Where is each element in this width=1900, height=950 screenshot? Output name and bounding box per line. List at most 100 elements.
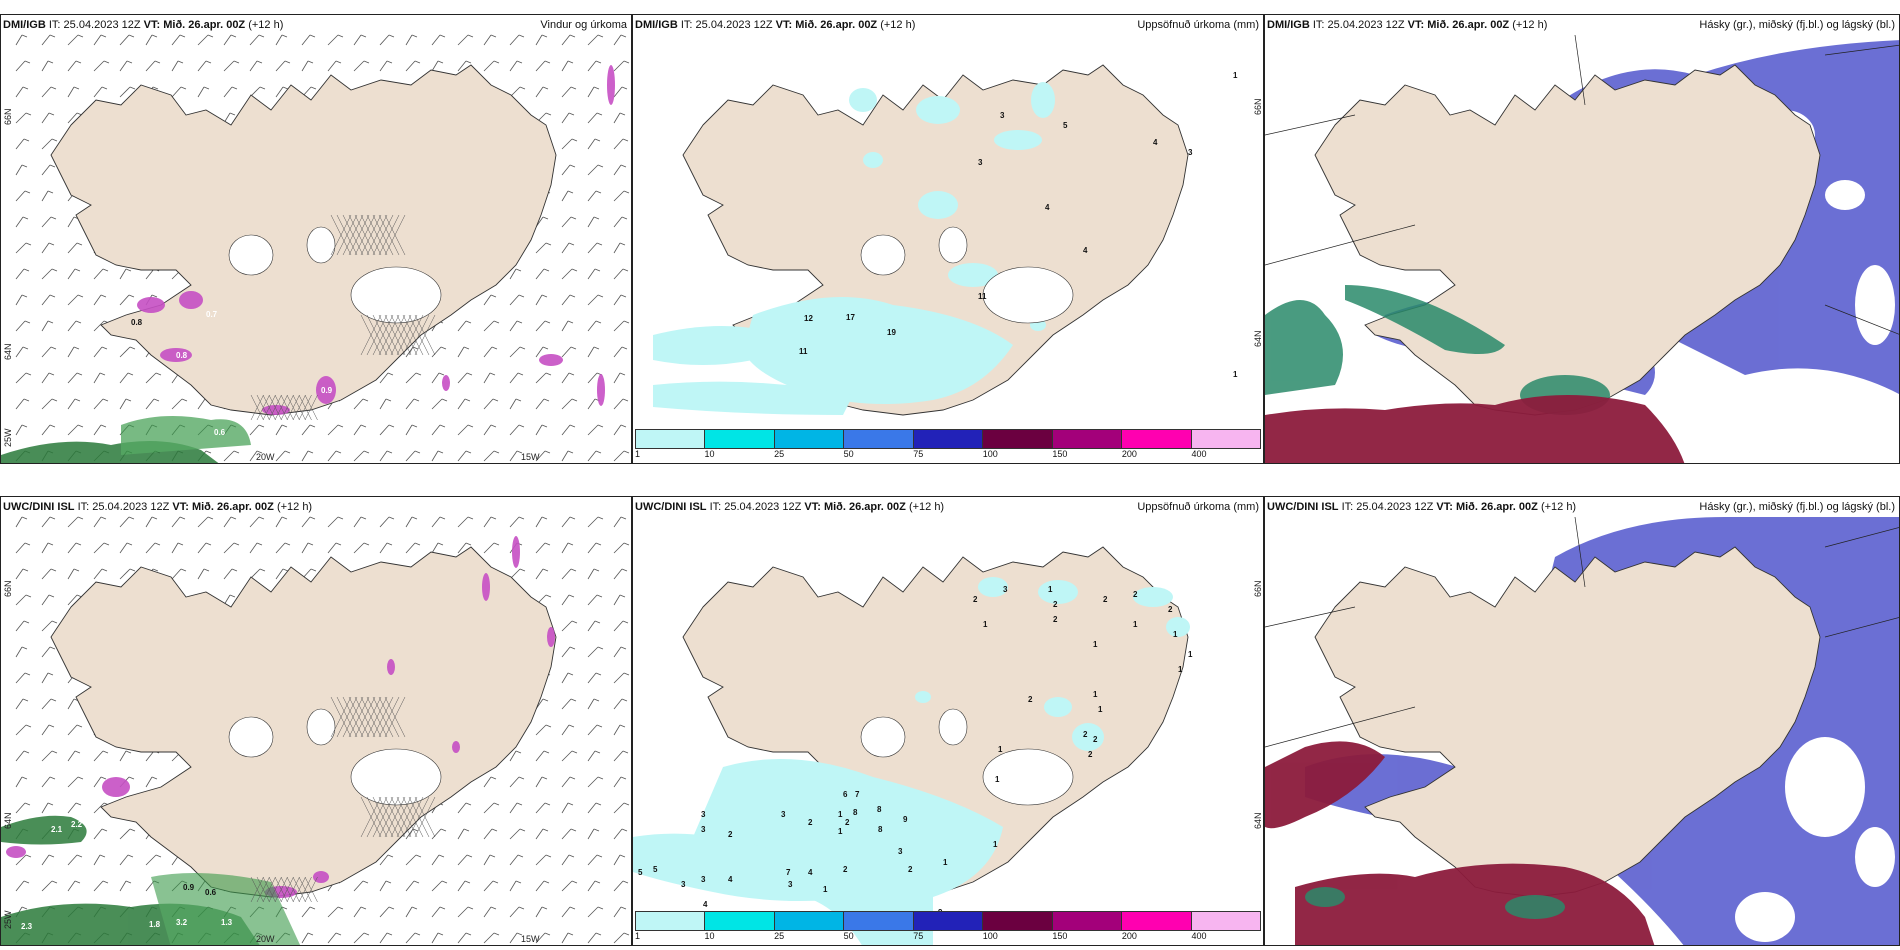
wind-barb <box>587 60 597 72</box>
wind-barb-flag <box>567 60 574 64</box>
glacier-whites <box>228 226 442 324</box>
wind-barb <box>223 86 233 98</box>
wind-barb <box>587 346 595 358</box>
wind-barb-flag <box>594 750 601 754</box>
hatch-line <box>354 214 376 256</box>
wind-barb-flag <box>229 594 236 598</box>
wind-barb <box>613 724 621 736</box>
wind-barb-flag <box>284 450 291 454</box>
colorbar: 1 10 25 50 75 100 150 200 400 <box>635 911 1261 945</box>
wind-barb <box>613 294 622 306</box>
wind-barb <box>587 242 598 254</box>
wind-barb-flag <box>597 164 604 168</box>
colorbar-swatch <box>774 430 845 448</box>
wind-barb <box>41 698 52 710</box>
wind-barb-flag <box>50 568 57 572</box>
wind-barb <box>197 86 205 98</box>
wind-barb <box>41 34 51 46</box>
map-precip-dmi: 3 5 4 3 3 4 4 11 12 17 19 11 1 1 <box>653 64 1238 416</box>
wind-barb-flag <box>415 854 422 858</box>
wind-barb-flag <box>493 932 500 936</box>
wind-barb <box>535 294 543 306</box>
lat-label: 64N <box>1253 812 1263 829</box>
wind-barb-flag <box>622 750 629 754</box>
wind-barb <box>249 516 260 528</box>
wind-barb <box>431 516 441 528</box>
wind-barb <box>587 906 599 918</box>
wind-barb <box>431 424 441 436</box>
wind-barb-flag <box>127 854 134 858</box>
wind-barb-flag <box>75 320 82 324</box>
precip-cyan <box>633 577 1190 945</box>
wind-barb <box>509 294 520 306</box>
wind-barb-flag <box>415 372 422 376</box>
colorbar-tick: 1 <box>635 449 641 459</box>
wind-barb-flag <box>596 854 603 858</box>
hatch-line <box>402 796 424 838</box>
wind-barb <box>535 542 546 554</box>
wind-barb <box>535 568 544 580</box>
wind-barb <box>431 932 439 944</box>
wind-barb-flag <box>493 802 500 806</box>
wind-barb <box>119 34 130 46</box>
wind-barb <box>171 60 179 72</box>
wind-barb <box>613 776 622 788</box>
wind-barb-flag <box>467 34 474 38</box>
hatch-areas <box>250 696 436 903</box>
wind-barb-flag <box>622 398 629 402</box>
wind-barb-flag <box>544 802 551 806</box>
wind-barb <box>483 320 495 332</box>
wind-barb-flag <box>619 242 626 246</box>
wind-barb-flag <box>25 112 32 116</box>
wind-barb-flag <box>414 932 421 936</box>
wind-barb-flag <box>281 516 288 520</box>
wind-barb <box>223 568 233 580</box>
wind-barb-flag <box>621 86 628 90</box>
wind-barb <box>587 516 599 528</box>
wind-barb <box>613 906 622 918</box>
wind-barb-flag <box>545 112 552 116</box>
wind-barb <box>509 932 518 944</box>
wind-barb <box>613 164 622 176</box>
wind-barb-flag <box>620 646 627 650</box>
wind-barb-flag <box>25 854 32 858</box>
wind-barb-flag <box>517 372 524 376</box>
wind-barb <box>483 34 492 46</box>
wind-barb-flag <box>47 320 54 324</box>
wind-barb-flag <box>464 880 471 884</box>
wind-barb-flag <box>519 568 526 572</box>
glacier-whites <box>860 226 1074 324</box>
precip-value: 1 <box>1188 650 1193 659</box>
wind-barb <box>587 620 596 632</box>
precip-value: 6 <box>843 790 848 799</box>
wind-barb <box>93 802 105 814</box>
wind-barb <box>379 424 390 436</box>
panel-title: Uppsöfnuð úrkoma (mm) <box>1137 501 1259 513</box>
lat-label: 25W <box>3 910 13 929</box>
iceland-land <box>1314 546 1821 898</box>
wind-barb <box>119 542 128 554</box>
precip-value: 4 <box>703 900 708 909</box>
colorbar-tick: 1 <box>635 931 641 941</box>
wind-barb <box>509 880 517 892</box>
wind-barb-flag <box>570 568 577 572</box>
wind-barb <box>93 880 104 892</box>
wind-barb <box>41 854 50 866</box>
wind-barb <box>15 34 23 46</box>
wind-barb <box>171 34 181 46</box>
panel-dmi-precip: 3 5 4 3 3 4 4 11 12 17 19 11 1 1 DMI/IGB… <box>632 14 1264 464</box>
wind-barb-flag <box>47 802 54 806</box>
wind-barb-flag <box>465 542 472 546</box>
wind-barb-flag <box>74 880 81 884</box>
wind-barb-flag <box>597 516 604 520</box>
hatch-line <box>250 876 264 903</box>
colorbar-tick: 200 <box>1121 931 1137 941</box>
precip-value: 2 <box>1168 605 1173 614</box>
wind-barb <box>197 60 207 72</box>
wind-barb <box>535 346 544 358</box>
wind-barb <box>379 932 388 944</box>
wind-barb <box>93 424 102 436</box>
wind-value: 0.9 <box>183 883 195 892</box>
wind-barb <box>509 60 518 72</box>
wind-barb-flag <box>129 828 136 832</box>
